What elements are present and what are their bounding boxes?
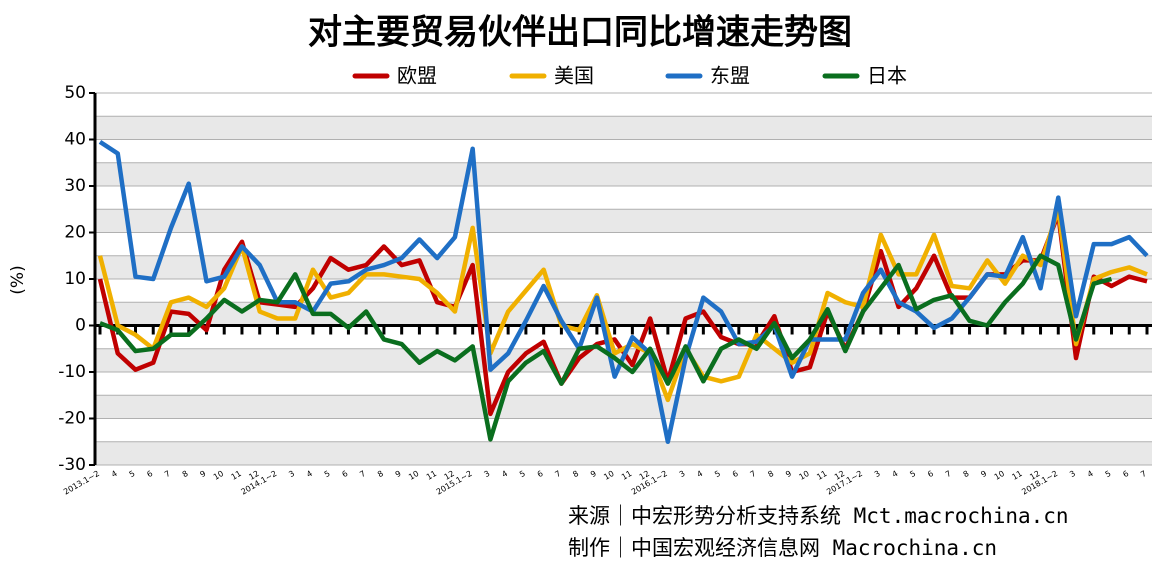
legend-label: 日本 bbox=[867, 64, 907, 88]
x-tick-label: 6 bbox=[1121, 469, 1130, 479]
x-tick-label: 11 bbox=[230, 469, 243, 482]
footer: 来源｜中宏形势分析支持系统 Mct.macrochina.cn bbox=[568, 504, 1069, 528]
x-tick-label: 11 bbox=[620, 469, 633, 482]
y-tick-label: 30 bbox=[64, 176, 86, 196]
x-tick-label: 10 bbox=[212, 469, 225, 482]
x-tick-label: 12 bbox=[833, 469, 846, 482]
y-axis-label: (%) bbox=[8, 265, 28, 294]
x-tick-label: 8 bbox=[766, 469, 775, 479]
x-tick-label: 6 bbox=[536, 469, 545, 479]
x-tick-label: 9 bbox=[589, 469, 598, 479]
x-tick-label: 11 bbox=[815, 469, 828, 482]
footer: 制作｜中国宏观经济信息网 Macrochina.cn bbox=[568, 536, 997, 560]
x-tick-label: 6 bbox=[145, 469, 154, 479]
band bbox=[95, 209, 1152, 233]
legend-label: 美国 bbox=[554, 64, 594, 88]
x-tick-label: 5 bbox=[1104, 469, 1113, 479]
x-tick-label: 8 bbox=[571, 469, 580, 479]
series-line bbox=[98, 139, 1149, 444]
x-tick-label: 7 bbox=[1139, 469, 1148, 479]
y-tick-label: 10 bbox=[64, 269, 86, 289]
x-tick-label: 7 bbox=[944, 469, 953, 479]
band bbox=[95, 162, 1152, 186]
chart-title: 对主要贸易伙伴出口同比增速走势图 bbox=[308, 13, 852, 53]
x-tick-label: 12 bbox=[443, 469, 456, 482]
series-line bbox=[97, 207, 1148, 403]
x-tick-label: 5 bbox=[518, 469, 527, 479]
x-tick-label: 6 bbox=[926, 469, 935, 479]
x-tick-label: 10 bbox=[602, 469, 615, 482]
band bbox=[95, 116, 1152, 140]
series-line bbox=[99, 253, 1113, 442]
legend-label: 东盟 bbox=[710, 64, 750, 88]
y-tick-label: 50 bbox=[64, 83, 86, 103]
x-tick-label: 5 bbox=[908, 469, 917, 479]
x-tick-label: 12 bbox=[247, 469, 260, 482]
x-tick-label: 3 bbox=[482, 469, 491, 479]
y-tick-label: 20 bbox=[64, 223, 86, 243]
y-tick-label: 0 bbox=[75, 316, 86, 336]
y-tick-label: 40 bbox=[64, 130, 86, 150]
x-tick-label: 7 bbox=[163, 469, 172, 479]
x-tick-label: 2015.1~2 bbox=[435, 469, 474, 497]
x-tick-label: 2016.1~2 bbox=[630, 469, 669, 497]
x-tick-label: 2014.1~2 bbox=[239, 469, 278, 497]
x-tick-label: 5 bbox=[128, 469, 137, 479]
x-tick-label: 4 bbox=[500, 469, 509, 479]
x-tick-label: 9 bbox=[979, 469, 988, 479]
x-tick-label: 5 bbox=[713, 469, 722, 479]
x-tick-label: 4 bbox=[305, 469, 314, 479]
x-tick-label: 2017.1~2 bbox=[825, 469, 864, 497]
x-tick-label: 3 bbox=[873, 469, 882, 479]
y-tick-label: -10 bbox=[58, 362, 86, 382]
x-tick-label: 8 bbox=[962, 469, 971, 479]
x-tick-label: 3 bbox=[678, 469, 687, 479]
x-tick-label: 9 bbox=[784, 469, 793, 479]
x-tick-label: 10 bbox=[798, 469, 811, 482]
x-tick-label: 9 bbox=[394, 469, 403, 479]
x-tick-label: 4 bbox=[1086, 469, 1095, 479]
y-tick-label: -20 bbox=[58, 409, 86, 429]
x-tick-label: 9 bbox=[199, 469, 208, 479]
y-tick-label: -30 bbox=[58, 455, 86, 475]
x-tick-label: 7 bbox=[553, 469, 562, 479]
x-tick-label: 8 bbox=[376, 469, 385, 479]
x-tick-label: 7 bbox=[749, 469, 758, 479]
x-tick-label: 12 bbox=[638, 469, 651, 482]
x-tick-label: 5 bbox=[323, 469, 332, 479]
legend-label: 欧盟 bbox=[397, 64, 437, 88]
x-tick-label: 10 bbox=[407, 469, 420, 482]
x-tick-label: 4 bbox=[891, 469, 900, 479]
x-tick-label: 4 bbox=[110, 469, 119, 479]
x-tick-label: 2018.1~2 bbox=[1020, 469, 1059, 497]
x-tick-label: 3 bbox=[287, 469, 296, 479]
band bbox=[95, 395, 1152, 419]
x-tick-label: 3 bbox=[1068, 469, 1077, 479]
x-tick-label: 7 bbox=[358, 469, 367, 479]
x-tick-label: 4 bbox=[695, 469, 704, 479]
x-tick-label: 12 bbox=[1028, 469, 1041, 482]
x-tick-label: 6 bbox=[731, 469, 740, 479]
x-tick-label: 11 bbox=[425, 469, 438, 482]
x-tick-label: 11 bbox=[1010, 469, 1023, 482]
band bbox=[95, 441, 1152, 465]
x-tick-label: 6 bbox=[341, 469, 350, 479]
x-tick-label: 8 bbox=[181, 469, 190, 479]
x-tick-label: 10 bbox=[993, 469, 1006, 482]
